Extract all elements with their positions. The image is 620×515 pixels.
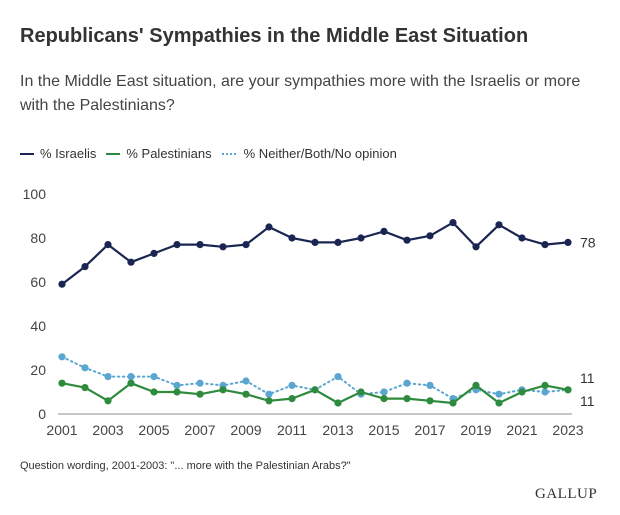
data-point-neither-both-no-opinion	[196, 379, 204, 387]
data-point-palestinians	[426, 397, 434, 405]
data-point-palestinians	[449, 399, 457, 407]
x-tick-label: 2021	[506, 422, 537, 438]
data-point-israelis	[196, 241, 204, 249]
data-point-palestinians	[334, 399, 342, 407]
data-point-israelis	[288, 234, 296, 242]
legend: % Israelis % Palestinians % Neither/Both…	[20, 146, 397, 161]
x-tick-label: 2019	[460, 422, 491, 438]
data-point-israelis	[219, 243, 227, 251]
data-point-neither-both-no-opinion	[380, 388, 388, 396]
end-label-palestinians: 11	[580, 393, 595, 409]
legend-label-israelis: % Israelis	[40, 146, 97, 161]
legend-label-neither: % Neither/Both/No opinion	[243, 146, 397, 161]
y-tick-label: 100	[23, 186, 47, 202]
data-point-palestinians	[127, 379, 135, 387]
x-tick-label: 2007	[184, 422, 215, 438]
x-tick-label: 2015	[368, 422, 399, 438]
data-point-israelis	[518, 234, 526, 242]
data-point-neither-both-no-opinion	[127, 373, 135, 381]
data-point-palestinians	[403, 395, 411, 403]
gallup-logo: GALLUP	[535, 486, 598, 502]
data-point-palestinians	[242, 390, 250, 398]
data-point-israelis	[334, 238, 342, 246]
x-tick-label: 2003	[92, 422, 123, 438]
data-point-israelis	[380, 227, 388, 235]
data-point-neither-both-no-opinion	[58, 353, 66, 361]
y-tick-label: 20	[30, 362, 46, 378]
data-point-israelis	[426, 232, 434, 240]
data-point-israelis	[150, 249, 158, 257]
data-point-israelis	[242, 241, 250, 249]
data-point-palestinians	[288, 395, 296, 403]
data-point-neither-both-no-opinion	[426, 381, 434, 389]
data-point-israelis	[449, 219, 457, 227]
legend-swatch-neither	[221, 152, 238, 155]
x-tick-label: 2009	[230, 422, 261, 438]
data-point-israelis	[81, 263, 89, 271]
footnote: Question wording, 2001-2003: "... more w…	[20, 460, 351, 472]
data-point-neither-both-no-opinion	[81, 364, 89, 372]
data-point-palestinians	[541, 381, 549, 389]
data-point-israelis	[104, 241, 112, 249]
data-point-israelis	[127, 258, 135, 266]
data-point-israelis	[564, 238, 572, 246]
y-tick-label: 0	[38, 406, 46, 422]
data-point-palestinians	[357, 388, 365, 396]
x-tick-label: 2023	[552, 422, 583, 438]
data-point-palestinians	[518, 388, 526, 396]
data-point-palestinians	[311, 386, 319, 394]
data-point-neither-both-no-opinion	[265, 390, 273, 398]
data-point-palestinians	[104, 397, 112, 405]
legend-label-palestinians: % Palestinians	[126, 146, 212, 161]
data-point-neither-both-no-opinion	[150, 373, 158, 381]
legend-item-neither: % Neither/Both/No opinion	[221, 146, 397, 161]
data-point-neither-both-no-opinion	[288, 381, 296, 389]
data-point-neither-both-no-opinion	[334, 373, 342, 381]
chart-title: Republicans' Sympathies in the Middle Ea…	[20, 25, 529, 47]
y-tick-label: 80	[30, 230, 46, 246]
data-point-palestinians	[495, 399, 503, 407]
data-point-israelis	[357, 234, 365, 242]
y-tick-label: 40	[30, 318, 46, 334]
data-point-israelis	[495, 221, 503, 229]
data-point-palestinians	[219, 386, 227, 394]
end-label-neither-both-no-opinion: 11	[580, 370, 595, 386]
data-point-neither-both-no-opinion	[173, 381, 181, 389]
legend-swatch-palestinians	[106, 152, 121, 155]
data-point-israelis	[265, 223, 273, 231]
legend-item-palestinians: % Palestinians	[106, 146, 212, 161]
data-point-neither-both-no-opinion	[242, 377, 250, 385]
data-point-palestinians	[150, 388, 158, 396]
data-point-palestinians	[173, 388, 181, 396]
data-point-palestinians	[81, 384, 89, 392]
end-label-israelis: 78	[580, 234, 596, 250]
data-point-israelis	[58, 280, 66, 288]
data-point-israelis	[472, 243, 480, 251]
chart-subtitle: In the Middle East situation, are your s…	[20, 73, 581, 114]
x-tick-label: 2005	[138, 422, 169, 438]
legend-item-israelis: % Israelis	[20, 146, 96, 161]
data-point-israelis	[311, 238, 319, 246]
data-point-neither-both-no-opinion	[541, 388, 549, 396]
series-line-israelis	[60, 221, 570, 286]
data-point-israelis	[541, 241, 549, 249]
data-point-palestinians	[196, 390, 204, 398]
data-point-neither-both-no-opinion	[104, 373, 112, 381]
data-point-palestinians	[265, 397, 273, 405]
data-point-palestinians	[472, 381, 480, 389]
x-tick-label: 2013	[322, 422, 353, 438]
data-point-neither-both-no-opinion	[495, 390, 503, 398]
data-point-palestinians	[380, 395, 388, 403]
x-tick-label: 2017	[414, 422, 445, 438]
data-point-neither-both-no-opinion	[403, 379, 411, 387]
x-tick-label: 2011	[277, 422, 307, 438]
data-point-palestinians	[564, 386, 572, 394]
y-tick-label: 60	[30, 274, 46, 290]
x-tick-label: 2001	[46, 422, 77, 438]
data-point-israelis	[173, 241, 181, 249]
legend-swatch-israelis	[20, 152, 34, 155]
data-point-israelis	[403, 236, 411, 244]
data-point-palestinians	[58, 379, 66, 387]
